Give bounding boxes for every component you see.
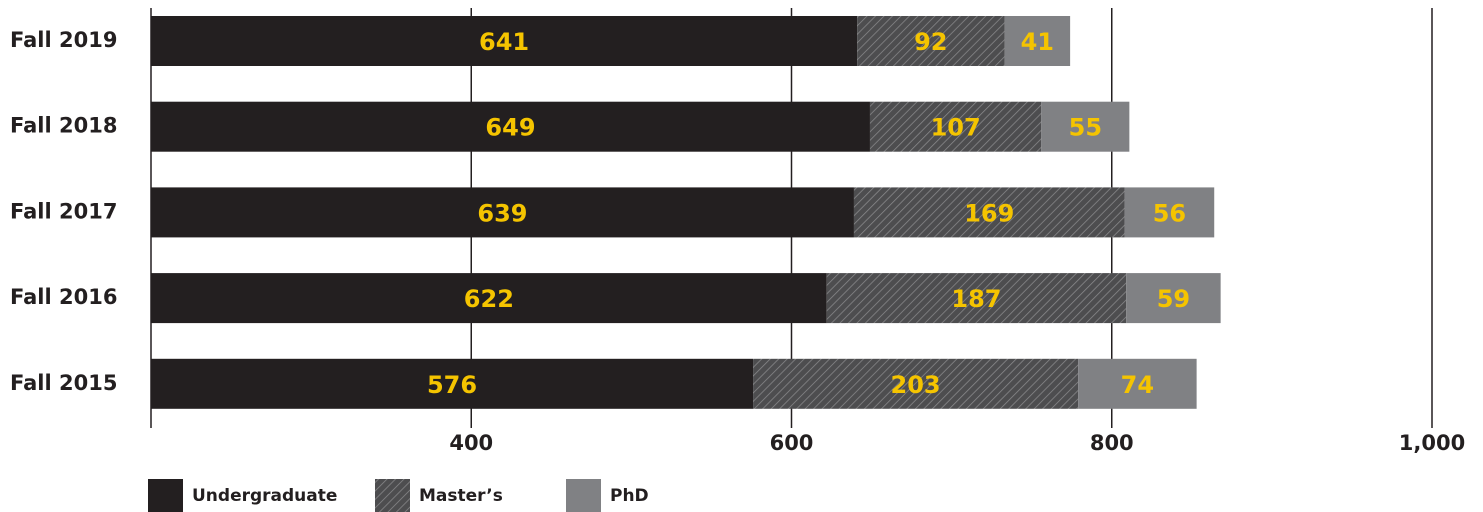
x-tick-label: 400 [449,431,493,455]
value-label: 74 [1121,371,1154,399]
bar-segment [1078,358,1197,409]
legend-swatch [566,479,601,512]
legend-swatch [375,479,410,512]
y-tick-label: Fall 2018 [10,114,117,138]
bar-segment [753,358,1079,409]
legend-label: Master’s [419,486,503,506]
bar-segment [1126,273,1221,324]
bar-segment [857,16,1005,66]
x-tick-label: 800 [1090,431,1134,455]
bar-segment [151,273,827,324]
bar-segment [1041,101,1130,152]
y-tick-label: Fall 2016 [10,285,117,309]
x-tick-label: 600 [770,431,814,455]
value-label: 92 [914,28,947,56]
bar-segment [151,358,754,409]
bar-segment [151,187,854,238]
value-label: 639 [477,199,527,227]
value-label: 641 [479,28,529,56]
value-label: 622 [464,285,514,313]
bar-segment [1124,187,1215,238]
value-label: 41 [1021,28,1054,56]
value-label: 107 [931,114,981,142]
bar-segment [151,16,858,66]
value-label: 59 [1157,285,1190,313]
y-tick-label: Fall 2017 [10,199,117,223]
bar-segment [853,187,1125,238]
legend-swatch [148,479,183,512]
legend-label: Undergraduate [192,486,337,506]
value-label: 187 [951,285,1001,313]
legend-label: PhD [610,486,649,506]
x-tick-label: 1,000 [1399,431,1465,455]
y-tick-label: Fall 2015 [10,371,117,395]
value-label: 169 [964,199,1014,227]
y-tick-label: Fall 2019 [10,28,117,52]
bar-segment [1004,16,1071,66]
value-label: 56 [1153,199,1186,227]
value-label: 576 [427,371,477,399]
value-label: 203 [891,371,941,399]
bar-segment [869,101,1042,152]
value-label: 55 [1069,114,1102,142]
value-label: 649 [485,114,535,142]
bar-segment [151,101,870,152]
bar-segment [826,273,1127,324]
